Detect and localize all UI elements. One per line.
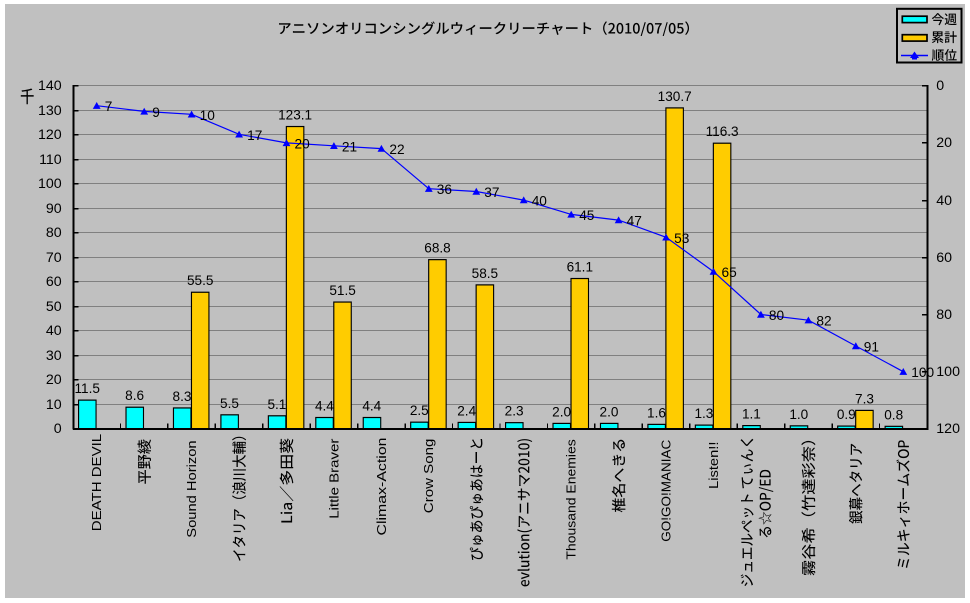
svg-text:130: 130 — [38, 103, 62, 119]
svg-text:37: 37 — [484, 185, 499, 200]
svg-text:61.1: 61.1 — [567, 260, 593, 275]
svg-text:110: 110 — [39, 152, 62, 168]
svg-text:0.8: 0.8 — [884, 407, 903, 422]
svg-text:10: 10 — [46, 397, 62, 413]
svg-text:1.1: 1.1 — [742, 407, 761, 422]
svg-text:10: 10 — [200, 108, 216, 123]
svg-text:Little Braver: Little Braver — [326, 438, 341, 519]
svg-text:1.0: 1.0 — [789, 407, 808, 422]
svg-text:Crow Song: Crow Song — [421, 439, 436, 514]
svg-text:65: 65 — [722, 265, 738, 280]
svg-text:0: 0 — [936, 78, 944, 94]
svg-text:0: 0 — [54, 421, 62, 437]
svg-text:8.3: 8.3 — [173, 389, 192, 404]
svg-text:50: 50 — [46, 299, 62, 315]
svg-text:1.3: 1.3 — [694, 406, 713, 421]
svg-text:40: 40 — [936, 193, 952, 209]
svg-text:80: 80 — [936, 307, 952, 323]
svg-text:22: 22 — [389, 142, 404, 157]
svg-text:2.0: 2.0 — [600, 404, 619, 419]
svg-text:80: 80 — [46, 225, 62, 241]
svg-text:47: 47 — [627, 214, 642, 229]
svg-text:7.3: 7.3 — [855, 391, 874, 406]
svg-text:11.5: 11.5 — [74, 381, 99, 396]
svg-text:5.5: 5.5 — [220, 396, 239, 411]
svg-text:2.3: 2.3 — [505, 404, 524, 419]
svg-text:2.5: 2.5 — [410, 403, 429, 418]
svg-text:0.9: 0.9 — [837, 407, 856, 422]
svg-text:82: 82 — [816, 314, 831, 329]
svg-text:17: 17 — [247, 128, 262, 143]
svg-text:80: 80 — [769, 308, 785, 323]
svg-text:120: 120 — [936, 421, 960, 437]
svg-text:55.5: 55.5 — [187, 273, 213, 288]
svg-text:DEATH DEVIL: DEATH DEVIL — [89, 434, 104, 531]
svg-text:4.4: 4.4 — [362, 399, 381, 414]
svg-text:Climax-Action: Climax-Action — [374, 438, 389, 536]
svg-text:40: 40 — [532, 194, 548, 209]
svg-text:2.4: 2.4 — [457, 403, 476, 418]
svg-text:Listen!!: Listen!! — [706, 442, 721, 490]
svg-text:9: 9 — [152, 105, 160, 120]
svg-text:30: 30 — [46, 348, 62, 364]
svg-text:21: 21 — [342, 139, 357, 154]
svg-text:4.4: 4.4 — [315, 399, 334, 414]
svg-text:90: 90 — [46, 201, 62, 217]
svg-text:20: 20 — [46, 372, 62, 388]
svg-text:51.5: 51.5 — [329, 283, 355, 298]
svg-text:GO!GO!MANIAC: GO!GO!MANIAC — [659, 440, 674, 542]
svg-text:53: 53 — [674, 231, 690, 246]
svg-text:68.8: 68.8 — [424, 241, 450, 256]
svg-text:40: 40 — [46, 323, 62, 339]
svg-text:60: 60 — [936, 250, 952, 266]
svg-text:60: 60 — [46, 274, 62, 290]
svg-text:100: 100 — [911, 365, 934, 380]
svg-text:45: 45 — [579, 208, 595, 223]
svg-text:20: 20 — [295, 136, 311, 151]
svg-text:Sound Horizon: Sound Horizon — [184, 440, 199, 537]
svg-text:7: 7 — [105, 99, 113, 114]
svg-text:20: 20 — [936, 135, 952, 151]
svg-text:116.3: 116.3 — [706, 124, 739, 139]
svg-text:Thousand Enemies: Thousand Enemies — [564, 439, 579, 560]
svg-text:58.5: 58.5 — [472, 266, 498, 281]
svg-text:70: 70 — [46, 250, 62, 266]
svg-text:2.0: 2.0 — [552, 404, 571, 419]
svg-text:100: 100 — [936, 364, 960, 380]
svg-text:91: 91 — [864, 340, 879, 355]
svg-text:100: 100 — [38, 176, 62, 192]
svg-text:140: 140 — [38, 78, 62, 94]
svg-text:120: 120 — [38, 127, 62, 143]
svg-text:5.1: 5.1 — [267, 397, 286, 412]
svg-text:1.6: 1.6 — [647, 405, 666, 420]
svg-text:123.1: 123.1 — [278, 108, 312, 123]
svg-text:8.6: 8.6 — [125, 388, 144, 403]
svg-text:36: 36 — [437, 182, 453, 197]
svg-text:130.7: 130.7 — [658, 89, 692, 104]
